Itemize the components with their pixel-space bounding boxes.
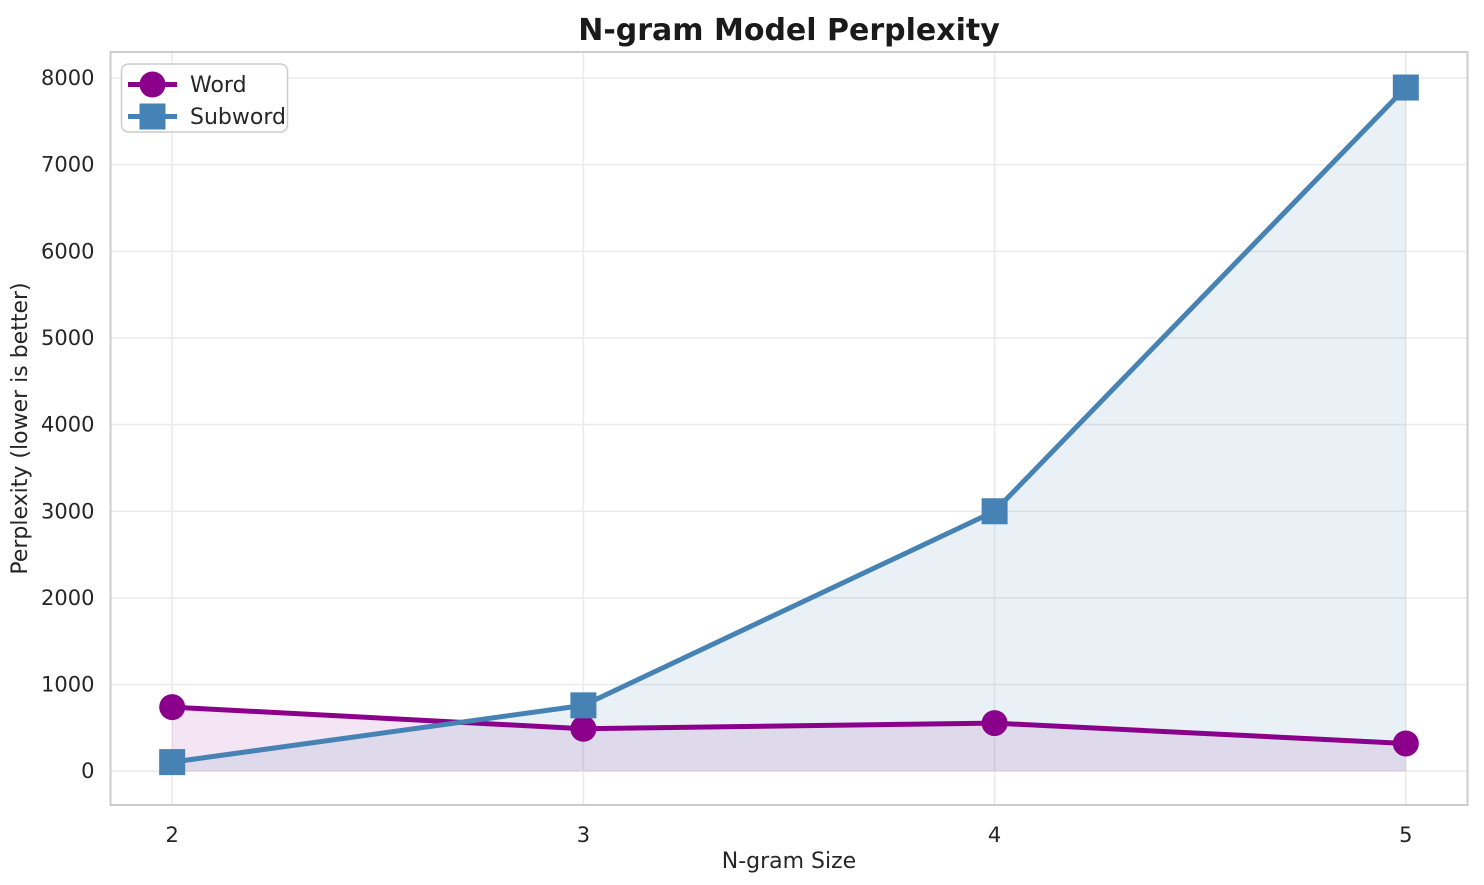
marker-subword-x2	[159, 749, 186, 776]
x-tick-label-5: 5	[1399, 823, 1412, 847]
y-tick-label-5000: 5000	[41, 326, 94, 350]
legend-subword-marker-icon	[139, 103, 166, 130]
y-tick-label-7000: 7000	[41, 153, 94, 177]
y-tick-label-3000: 3000	[41, 499, 94, 523]
legend-word-marker-icon	[139, 71, 166, 98]
series-word-area	[172, 707, 1406, 772]
y-tick-label-4000: 4000	[41, 413, 94, 437]
marker-subword-x4	[981, 498, 1008, 525]
series-word-line	[172, 704, 1406, 746]
x-axis-label: N-gram Size	[722, 849, 856, 874]
y-tick-label-6000: 6000	[41, 239, 94, 263]
marker-word-x2	[159, 694, 186, 721]
plot-area: 0 1000 2000 3000 4000 5000 6000 7000 8000 2 3 4 5	[41, 52, 1468, 847]
x-tick-label-3: 3	[577, 823, 590, 847]
x-tick-label-4: 4	[988, 823, 1001, 847]
marker-subword-x5	[1392, 74, 1419, 101]
marker-word-x5	[1392, 730, 1419, 757]
series-subword-area	[172, 87, 1406, 772]
legend-word-label: Word	[190, 73, 247, 98]
marker-word-x3	[570, 715, 597, 742]
marker-word-x4	[981, 710, 1008, 737]
plot-border	[109, 51, 1469, 806]
legend-subword-label: Subword	[190, 105, 286, 130]
legend: Word Subword	[120, 63, 289, 133]
series-subword-line	[171, 85, 1408, 765]
y-tick-label-2000: 2000	[41, 586, 94, 610]
y-axis-label: Perplexity (lower is better)	[8, 282, 33, 574]
y-tick-label-1000: 1000	[41, 673, 94, 697]
y-tick-label-8000: 8000	[41, 66, 94, 90]
marker-subword-x3	[570, 692, 597, 719]
x-tick-label-2: 2	[165, 823, 178, 847]
y-tick-label-0: 0	[81, 759, 94, 783]
chart-title: N-gram Model Perplexity	[578, 13, 1000, 48]
